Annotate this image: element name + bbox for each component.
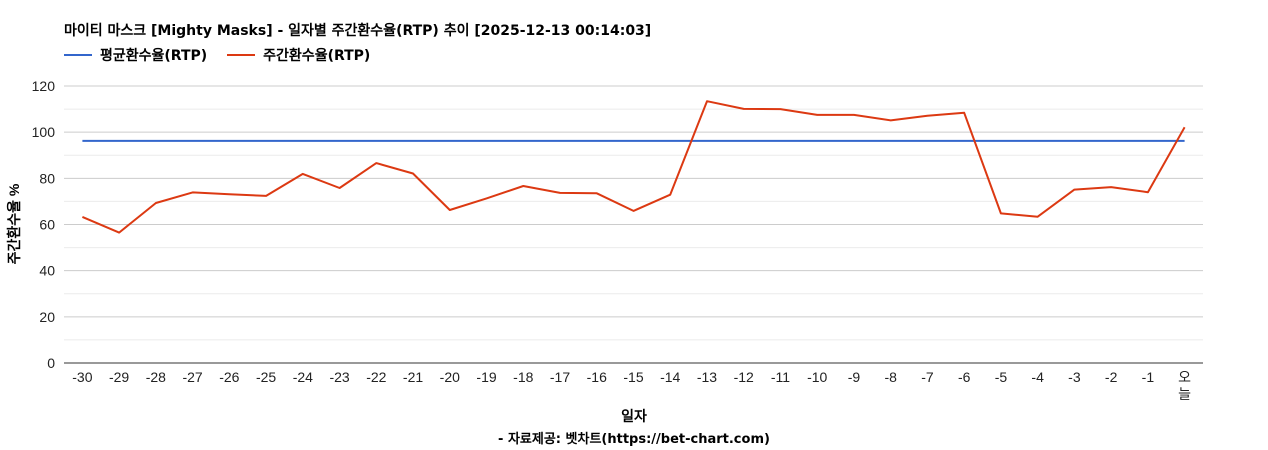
x-tick-label: -25 <box>256 369 276 385</box>
x-tick-label: -26 <box>219 369 239 385</box>
x-tick-label: -19 <box>476 369 496 385</box>
series-line-weekly-rtp[interactable] <box>82 100 1186 234</box>
x-tick-label: -13 <box>697 369 717 385</box>
x-tick-label: -15 <box>623 369 643 385</box>
chart-title: 마이티 마스크 [Mighty Masks] - 일자별 주간환수율(RTP) … <box>64 23 652 39</box>
x-tick-label: -3 <box>1068 369 1081 385</box>
y-tick-labels: 0 20 40 60 80 100 120 <box>32 78 56 371</box>
x-tick-label: -12 <box>734 369 754 385</box>
x-tick-label: -18 <box>513 369 533 385</box>
legend-label-weekly: 주간환수율(RTP) <box>263 48 371 64</box>
x-tick-label: -16 <box>587 369 607 385</box>
x-tick-label: -30 <box>72 369 92 385</box>
grid-lines <box>64 85 1203 364</box>
x-tick-label: -14 <box>660 369 680 385</box>
legend-item-average[interactable]: 평균환수율(RTP) <box>64 45 207 65</box>
data-source-credit: - 자료제공: 벳차트(https://bet-chart.com) <box>498 432 770 447</box>
legend-label-average: 평균환수율(RTP) <box>100 48 208 64</box>
x-tick-label: -5 <box>995 369 1008 385</box>
x-tick-label: -9 <box>848 369 861 385</box>
x-axis-label: 일자 <box>621 408 647 424</box>
x-tick-label: -27 <box>182 369 202 385</box>
x-tick-label: -10 <box>807 369 827 385</box>
legend-item-weekly[interactable]: 주간환수율(RTP) <box>227 45 370 65</box>
x-tick-label: -21 <box>403 369 423 385</box>
y-tick-label: 120 <box>32 78 56 94</box>
y-tick-label: 80 <box>39 170 55 186</box>
x-tick-label: -1 <box>1142 369 1155 385</box>
x-tick-label: -4 <box>1031 369 1044 385</box>
series-lines <box>82 100 1186 234</box>
x-tick-labels: -30 -29 -28 -27 -26 -25 -24 -23 -22 -21 -20 -19 -18 -… <box>72 369 1191 402</box>
y-axis-label: 주간환수율 % <box>6 183 22 264</box>
legend-swatch-weekly <box>227 54 256 56</box>
y-tick-label: 0 <box>47 355 55 371</box>
x-tick-label: -6 <box>958 369 971 385</box>
x-tick-label: -2 <box>1105 369 1118 385</box>
x-tick-label: -22 <box>366 369 386 385</box>
x-tick-label: -29 <box>109 369 129 385</box>
x-tick-label: -8 <box>884 369 897 385</box>
chart-legend: 평균환수율(RTP) 주간환수율(RTP) <box>64 45 390 65</box>
legend-swatch-average <box>64 54 92 56</box>
y-tick-label: 40 <box>39 263 55 279</box>
x-tick-label: -7 <box>921 369 934 385</box>
x-tick-label: -23 <box>329 369 349 385</box>
x-tick-label: -24 <box>293 369 313 385</box>
x-tick-label: -28 <box>146 369 166 385</box>
y-tick-label: 20 <box>39 309 55 325</box>
x-tick-label: -11 <box>771 369 790 385</box>
y-tick-label: 60 <box>39 217 55 233</box>
x-tick-label: -20 <box>440 369 460 385</box>
y-tick-label: 100 <box>32 124 56 140</box>
x-tick-label: -17 <box>550 369 570 385</box>
